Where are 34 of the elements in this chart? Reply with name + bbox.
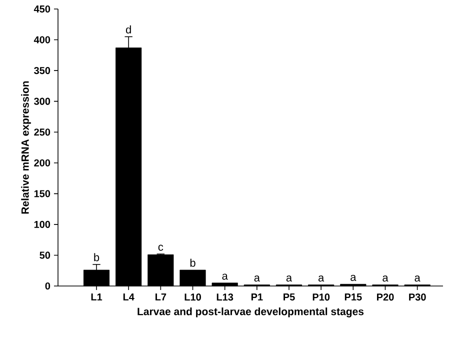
x-tick-label: P30 — [409, 294, 426, 301]
x-tick-label: P1 — [251, 294, 263, 300]
x-tick-label: P10 — [312, 294, 330, 301]
y-tick-label: 100 — [34, 220, 50, 228]
y-tick-label: 200 — [34, 159, 50, 166]
annotation: a — [382, 276, 388, 282]
x-tick-label: P5 — [284, 294, 295, 301]
y-tick-label: 250 — [34, 128, 50, 136]
annotation: a — [286, 276, 292, 282]
y-tick-label: 350 — [34, 67, 50, 74]
y-tick-label: 150 — [34, 190, 50, 198]
annotation: b — [94, 253, 100, 262]
annotation: a — [318, 276, 324, 282]
x-tick-label: L7 — [156, 294, 166, 300]
x-tick-label: L10 — [184, 294, 201, 301]
x-tick-label: P15 — [344, 294, 362, 301]
y-tick-label: 300 — [34, 98, 50, 105]
annotation: a — [350, 274, 356, 281]
x-tick-label: L4 — [123, 294, 134, 300]
x-tick-label: L1 — [91, 294, 102, 300]
annotation: d — [126, 25, 131, 34]
annotation: a — [254, 276, 260, 282]
y-tick-label: 450 — [34, 5, 50, 13]
y-tick-label: 50 — [40, 252, 50, 259]
y-tick-label: 400 — [34, 36, 50, 44]
y-tick-label: 0 — [45, 282, 50, 290]
x-tick-label: P20 — [377, 294, 394, 301]
annotation: a — [222, 274, 228, 280]
x-tick-label: L13 — [216, 294, 234, 301]
annotation: c — [158, 244, 164, 251]
annotation: b — [190, 258, 196, 267]
x-axis-title: Larvae and post-larvae developmental stages — [138, 307, 364, 318]
y-axis-title: Relative mRNA expression — [21, 81, 31, 214]
annotation: a — [414, 276, 420, 282]
